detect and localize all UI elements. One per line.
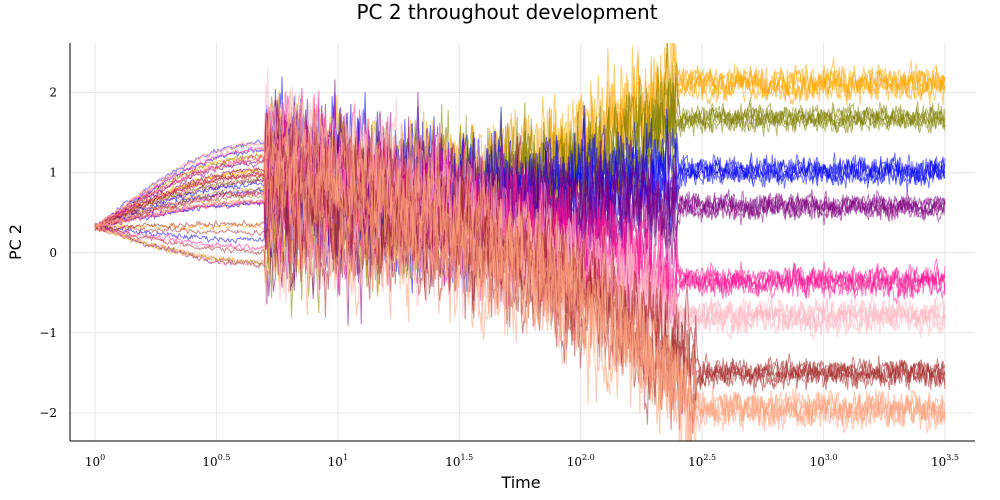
x-tick-label: 102.5 bbox=[688, 453, 716, 469]
chart-title: PC 2 throughout development bbox=[356, 0, 657, 24]
series-layer bbox=[94, 43, 946, 441]
y-tick-label: 0 bbox=[49, 246, 57, 260]
series-line bbox=[94, 90, 946, 441]
y-tick-label: −2 bbox=[39, 406, 57, 420]
series-line bbox=[94, 125, 946, 441]
y-tick-label: 2 bbox=[49, 86, 57, 100]
y-tick-label: 1 bbox=[49, 166, 57, 180]
x-tick-label: 103.5 bbox=[931, 453, 959, 469]
x-tick-label: 102.0 bbox=[567, 453, 595, 469]
x-tick-label: 100.5 bbox=[202, 453, 230, 469]
x-tick-label: 100 bbox=[85, 453, 105, 469]
x-tick-label: 101.5 bbox=[445, 453, 473, 469]
series-line bbox=[94, 87, 946, 324]
y-axis-label: PC 2 bbox=[6, 224, 25, 260]
x-tick-label: 103.0 bbox=[810, 453, 838, 469]
y-tick-label: −1 bbox=[39, 326, 57, 340]
x-axis-label: Time bbox=[500, 473, 540, 492]
x-tick-label: 101 bbox=[328, 453, 348, 469]
x-tick-labels: 100 100.5 101 101.5 102.0 102.5 103.0 103.5 bbox=[85, 453, 959, 469]
y-tick-labels: −2 −1 0 1 2 bbox=[39, 86, 57, 420]
plot-area bbox=[94, 43, 946, 441]
